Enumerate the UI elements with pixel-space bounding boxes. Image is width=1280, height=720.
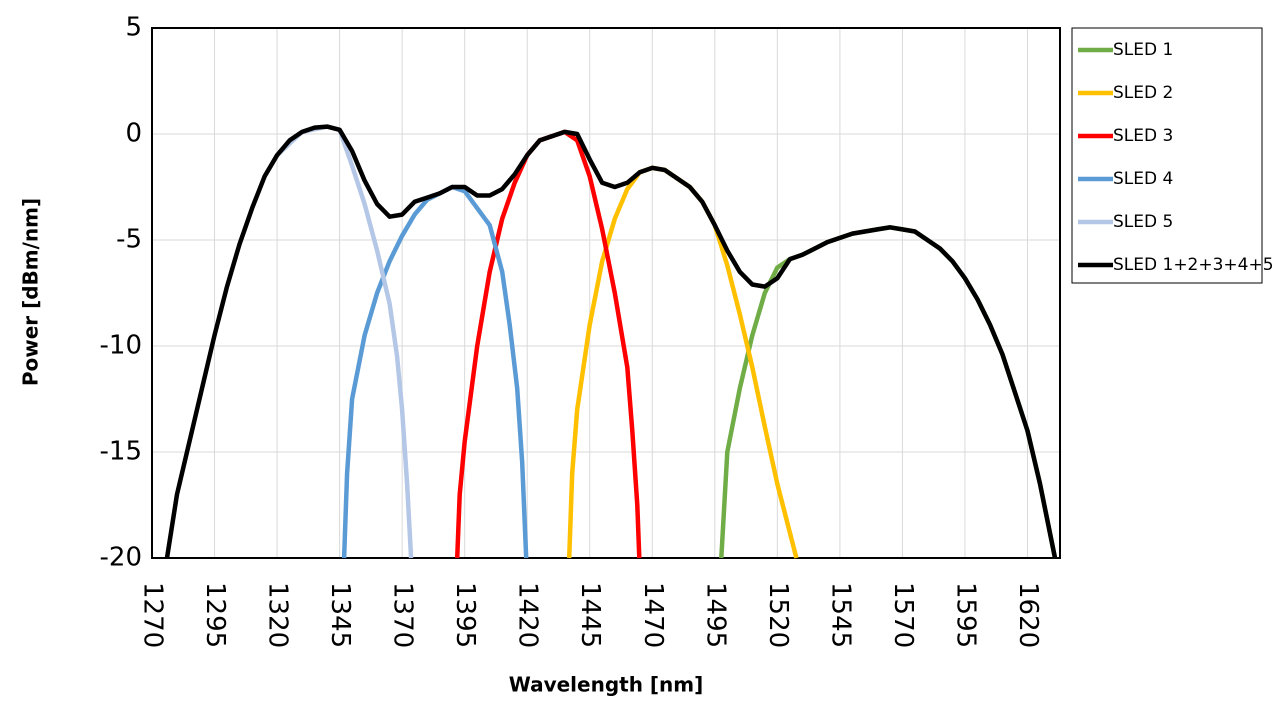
legend-label: SLED 4 xyxy=(1113,169,1173,189)
legend-box xyxy=(1071,27,1263,284)
legend-label: SLED 1+2+3+4+5 xyxy=(1113,255,1274,275)
x-tick-label: 1570 xyxy=(888,582,918,648)
x-tick-label: 1345 xyxy=(325,582,355,648)
x-tick-label: 1370 xyxy=(388,582,418,648)
x-axis-label: Wavelength [nm] xyxy=(509,673,704,697)
x-tick-label: 1545 xyxy=(825,582,855,648)
legend-label: SLED 2 xyxy=(1113,83,1173,103)
y-tick-label: 5 xyxy=(125,13,142,43)
x-tick-label: 1295 xyxy=(200,582,230,648)
plot-border xyxy=(151,27,1061,559)
x-tick-label: 1470 xyxy=(638,582,668,648)
y-tick-label: -15 xyxy=(100,437,142,467)
x-tick-label: 1495 xyxy=(700,582,730,648)
legend-label: SLED 1 xyxy=(1113,40,1173,60)
y-tick-label: -20 xyxy=(100,543,142,573)
legend-label: SLED 3 xyxy=(1113,126,1173,146)
x-tick-label: 1520 xyxy=(763,582,793,648)
x-tick-label: 1420 xyxy=(513,582,543,648)
y-axis-label: Power [dBm/nm] xyxy=(19,198,43,386)
x-tick-label: 1320 xyxy=(263,582,293,648)
y-tick-label: -10 xyxy=(100,331,142,361)
x-tick-label: 1620 xyxy=(1013,582,1043,648)
series-line xyxy=(275,124,414,559)
x-tick-label: 1595 xyxy=(950,582,980,648)
series-line xyxy=(719,225,1058,559)
y-tick-label: -5 xyxy=(116,225,142,255)
series-line xyxy=(164,124,1058,559)
legend-label: SLED 5 xyxy=(1113,212,1173,232)
x-tick-label: 1270 xyxy=(138,582,168,648)
x-tick-label: 1395 xyxy=(450,582,480,648)
x-tick-label: 1445 xyxy=(575,582,605,648)
y-tick-label: 0 xyxy=(125,119,142,149)
